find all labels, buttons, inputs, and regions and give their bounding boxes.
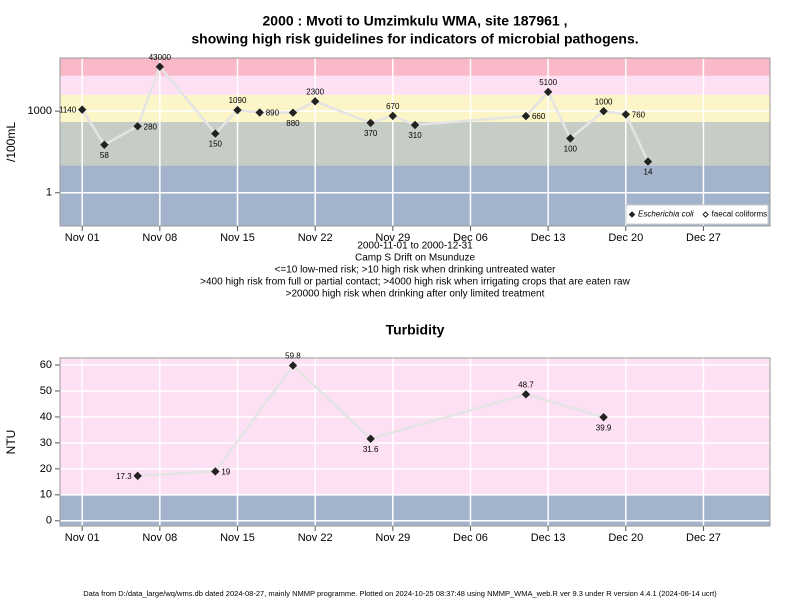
x-tick-label: Dec 27 (686, 232, 721, 244)
data-point (133, 121, 142, 131)
x-tick-label: Nov 01 (65, 532, 100, 544)
series-line (81, 64, 650, 163)
y-tick-label: 1000 (28, 105, 52, 117)
x-tick-label: Nov 29 (375, 232, 410, 244)
value-label: 370 (364, 129, 378, 138)
data-point (211, 467, 220, 476)
value-label: 43000 (149, 53, 172, 62)
x-tick-label: Dec 13 (531, 232, 566, 244)
footer: Data from D:/data_large/wq/wms.db dated … (83, 589, 717, 598)
y-tick-label: 30 (40, 437, 52, 449)
legend-label[interactable]: Escherichia coli (638, 210, 694, 219)
value-label: 2300 (306, 87, 324, 96)
legend-marker (628, 211, 636, 218)
plot-frame (59, 57, 771, 227)
x-tick-label: Nov 08 (142, 232, 177, 244)
y-axis-label: NTU (4, 430, 18, 455)
value-label: 150 (209, 140, 223, 149)
x-tick-label: Nov 29 (375, 532, 410, 544)
subtitle: 2000-11-01 to 2000-12-31 (357, 241, 473, 252)
chart-title: showing high risk guidelines for indicat… (191, 31, 638, 47)
data-point (543, 87, 553, 97)
value-label: 17.3 (116, 472, 132, 481)
data-point (521, 111, 531, 121)
plot-frame (59, 357, 771, 527)
chart-title: Turbidity (386, 322, 445, 338)
y-tick-label: 50 (40, 385, 52, 397)
risk-band (60, 94, 770, 122)
value-label: 890 (266, 109, 280, 118)
x-tick-label: Nov 22 (298, 532, 333, 544)
data-point (211, 129, 220, 138)
data-point (366, 118, 375, 128)
data-point (310, 97, 320, 106)
x-tick-label: Nov 15 (220, 532, 255, 544)
legend-label[interactable]: faecal coliforms (712, 210, 768, 219)
x-tick-label: Dec 06 (453, 532, 488, 544)
x-tick-label: Dec 20 (608, 232, 643, 244)
value-label: 670 (386, 102, 400, 111)
data-point (255, 108, 264, 117)
x-tick-label: Dec 06 (453, 232, 488, 244)
y-axis-label: /100mL (4, 122, 18, 162)
y-tick-label: 10 (40, 489, 52, 501)
data-point (100, 140, 109, 150)
value-label: 1090 (229, 96, 247, 105)
value-label: 14 (644, 168, 653, 177)
data-point (388, 111, 398, 121)
risk-band (60, 75, 770, 95)
value-label: 1140 (59, 106, 77, 115)
subtitle: >20000 high risk when drinking after onl… (286, 289, 545, 300)
y-tick-label: 1 (46, 187, 52, 199)
value-label: 59.8 (285, 352, 301, 361)
data-point (599, 412, 608, 422)
x-tick-label: Nov 01 (65, 232, 100, 244)
subtitle: >400 high risk from full or partial cont… (200, 277, 630, 288)
x-tick-label: Nov 22 (298, 232, 333, 244)
data-point (599, 106, 608, 116)
subtitle: <=10 low-med risk; >10 high risk when dr… (275, 265, 557, 276)
value-label: 19 (221, 468, 230, 477)
x-tick-label: Nov 15 (220, 232, 255, 244)
data-point (566, 134, 575, 143)
chart-title: 2000 : Mvoti to Umzimkulu WMA, site 1879… (263, 13, 568, 29)
value-label: 660 (532, 112, 546, 121)
data-point (621, 110, 630, 119)
data-point (288, 361, 298, 370)
value-label: 760 (632, 111, 646, 120)
y-tick-label: 20 (40, 463, 52, 475)
x-tick-label: Dec 20 (608, 532, 643, 544)
value-label: 880 (286, 119, 300, 128)
value-label: 5100 (539, 78, 557, 87)
y-tick-label: 60 (40, 359, 52, 371)
x-tick-label: Nov 08 (142, 532, 177, 544)
value-label: 1000 (595, 97, 613, 106)
data-point (133, 471, 142, 481)
series-line (137, 363, 604, 478)
data-point (366, 434, 375, 443)
legend-box (625, 204, 769, 225)
value-label: 58 (100, 151, 109, 160)
subtitle: Camp S Drift on Msunduze (355, 253, 475, 264)
value-label: 31.6 (363, 445, 379, 454)
legend-marker (702, 211, 709, 218)
data-point (233, 105, 242, 115)
value-label: 100 (564, 144, 578, 153)
data-point (521, 390, 531, 399)
data-point (155, 62, 165, 71)
x-tick-label: Dec 27 (686, 532, 721, 544)
y-tick-label: 40 (40, 411, 52, 423)
data-point (288, 108, 298, 117)
data-point (410, 120, 420, 130)
value-label: 48.7 (518, 380, 534, 389)
data-point (643, 157, 653, 166)
data-point (77, 105, 87, 114)
risk-band (60, 121, 770, 166)
y-tick-label: 0 (46, 515, 52, 527)
x-tick-label: Dec 13 (531, 532, 566, 544)
value-label: 310 (408, 131, 422, 140)
value-label: 280 (144, 122, 158, 131)
value-label: 39.9 (596, 423, 612, 432)
